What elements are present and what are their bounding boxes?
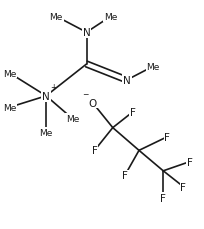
- Text: N: N: [42, 91, 50, 101]
- Text: Me: Me: [49, 13, 63, 22]
- Text: F: F: [186, 157, 192, 167]
- Text: Me: Me: [104, 13, 117, 22]
- Text: Me: Me: [3, 103, 16, 112]
- Text: −: −: [82, 90, 88, 99]
- Text: N: N: [82, 28, 90, 38]
- Text: Me: Me: [65, 114, 79, 123]
- Text: F: F: [164, 132, 169, 142]
- Text: F: F: [160, 193, 165, 203]
- Text: +: +: [50, 83, 56, 92]
- Text: O: O: [88, 98, 96, 108]
- Text: Me: Me: [39, 128, 53, 137]
- Text: F: F: [91, 146, 97, 156]
- Text: Me: Me: [3, 69, 16, 78]
- Text: F: F: [129, 107, 135, 117]
- Text: F: F: [180, 182, 185, 192]
- Text: F: F: [121, 171, 127, 180]
- Text: N: N: [122, 76, 130, 86]
- Text: Me: Me: [146, 63, 159, 71]
